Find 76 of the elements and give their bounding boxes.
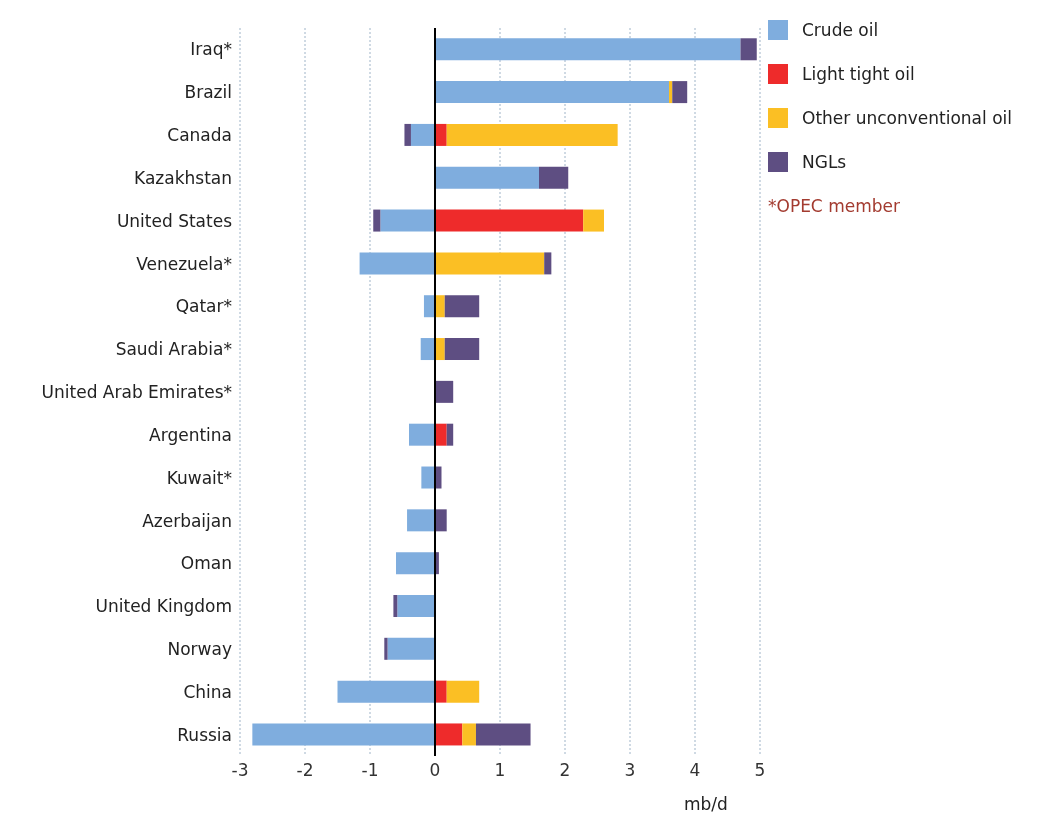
bar [252,723,435,746]
bar [446,123,618,146]
bar [393,594,398,617]
y-tick-label: Venezuela* [136,253,232,274]
bar [423,295,435,318]
bar [373,209,381,232]
y-tick-label: Iraq* [190,39,232,60]
y-tick-label: Canada [167,125,232,146]
bar [435,123,447,146]
bar [462,723,476,746]
y-tick-label: Russia [177,724,232,745]
y-tick-label: Saudi Arabia* [115,339,232,360]
bar [384,637,388,660]
bar [435,338,445,361]
bar [446,680,480,703]
y-tick-label: United Arab Emirates* [41,382,232,403]
y-tick-label: China [183,681,232,702]
bar [387,637,435,660]
bar [444,338,480,361]
bar [435,166,539,189]
x-tick-label: 2 [559,760,571,781]
y-tick-label: United States [116,210,233,231]
x-tick-label: 0 [429,760,441,781]
bar [446,423,454,446]
bar [404,123,411,146]
bar [435,81,669,104]
bar [435,252,545,275]
y-tick-label: Kazakhstan [134,167,232,188]
legend-label: NGLs [802,152,847,172]
bar [435,423,447,446]
x-tick-label: -3 [231,760,249,781]
bar [539,166,569,189]
x-tick-label: 1 [494,760,506,781]
text: *OPEC member [768,195,901,218]
bar [435,209,584,232]
bar [583,209,604,232]
x-tick-label: 3 [624,760,636,781]
x-tick-label: -2 [296,760,314,781]
x-tick-label: 5 [754,760,766,781]
y-tick-label: Brazil [184,82,232,103]
bar [669,81,673,104]
bar [435,295,445,318]
y-tick-label: Qatar* [175,296,232,317]
x-axis-title: mb/d [684,794,728,814]
y-tick-label: Norway [167,638,232,659]
x-tick-label: 4 [689,760,701,781]
bar [435,466,442,489]
legend-label: Light tight oil [802,64,915,84]
bar [740,38,757,61]
bar [435,380,454,403]
bar [337,680,435,703]
legend-label: Other unconventional oil [802,108,1012,128]
bar [435,680,447,703]
bar [407,509,435,532]
bar [672,81,688,104]
bar [435,38,741,61]
bar [435,509,447,532]
x-tick-label: -1 [361,760,379,781]
bar [396,552,435,575]
y-tick-label: Kuwait* [166,467,232,488]
bar [380,209,435,232]
y-tick-label: United Kingdom [95,596,232,617]
bar [435,723,463,746]
y-tick-label: Azerbaijan [142,510,232,531]
bar [359,252,435,275]
bar [421,466,435,489]
bar [410,123,435,146]
bar [397,594,435,617]
y-tick-label: Oman [180,553,232,574]
bar [444,295,480,318]
y-tick-label: Argentina [149,424,232,445]
bar [409,423,435,446]
bar [544,252,552,275]
legend-label: Crude oil [802,20,879,40]
bar [475,723,531,746]
bar [420,338,435,361]
